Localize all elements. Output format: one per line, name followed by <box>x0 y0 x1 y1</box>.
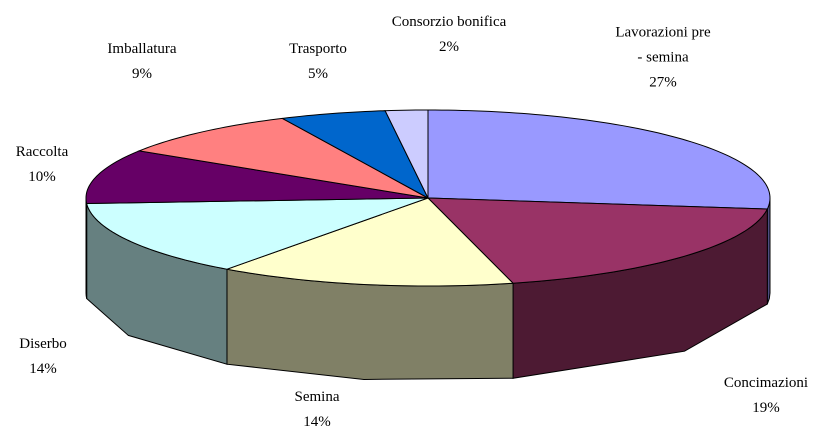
slice-label: Imballatura 9% <box>82 37 202 87</box>
slice-label: Concimazioni 19% <box>696 371 827 421</box>
slice <box>85 150 429 205</box>
slice <box>426 197 769 284</box>
slice-label: Raccolta 10% <box>0 140 92 190</box>
category-name: Lavorazioni pre - semina <box>615 24 711 66</box>
category-name: Trasporto <box>289 41 347 57</box>
slice-label: Lavorazioni pre - semina 27% <box>613 21 713 96</box>
category-name: Raccolta <box>15 144 69 160</box>
category-name: Diserbo <box>19 336 67 352</box>
slice <box>384 109 429 199</box>
slice <box>86 197 429 270</box>
percent-label: 14% <box>29 361 57 377</box>
slice <box>280 110 430 200</box>
percent-label: 27% <box>649 74 677 91</box>
category-name: Imballatura <box>107 41 177 57</box>
percent-label: 5% <box>308 66 328 82</box>
slice <box>225 197 515 287</box>
slice <box>137 117 429 199</box>
percent-label: 9% <box>132 66 152 82</box>
percent-label: 10% <box>28 169 56 185</box>
percent-label: 14% <box>303 414 331 430</box>
slice-side <box>85 197 88 299</box>
slice-label: Diserbo 14% <box>0 332 93 382</box>
slice-label: Consorzio bonifica 2% <box>369 10 529 60</box>
slice-label: Trasporto 5% <box>268 37 368 87</box>
category-name: Semina <box>294 389 340 405</box>
percent-label: 2% <box>439 39 459 55</box>
percent-label: 19% <box>752 400 780 416</box>
slice-label: Semina 14% <box>257 385 377 433</box>
category-name: Concimazioni <box>723 375 809 391</box>
category-name: Consorzio bonifica <box>391 14 507 30</box>
slice <box>427 109 771 210</box>
